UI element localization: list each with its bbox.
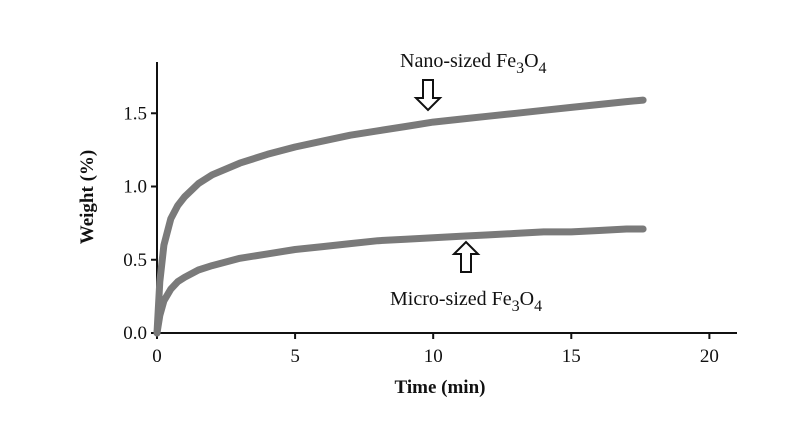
y-tick-label: 0.0 bbox=[123, 323, 147, 344]
arrow-up-icon bbox=[451, 240, 481, 273]
annotation-nano-main: Nano-sized Fe bbox=[400, 50, 516, 72]
arrow-down-icon bbox=[413, 79, 443, 112]
x-tick-label: 20 bbox=[700, 346, 719, 367]
annotation-micro-sub2: 4 bbox=[534, 298, 542, 315]
series-line-nano bbox=[153, 96, 647, 337]
annotation-nano: Nano-sized Fe3O4 bbox=[400, 50, 547, 77]
x-tick-label: 0 bbox=[152, 346, 162, 367]
y-axis-title: Weight (%) bbox=[77, 150, 98, 244]
y-tick-label: 0.5 bbox=[123, 250, 147, 271]
annotation-micro-main: Micro-sized Fe bbox=[390, 288, 512, 310]
ticks: 0 5 10 15 20 0.0 0.5 1.0 1.5 bbox=[123, 103, 719, 367]
x-tick-label: 10 bbox=[424, 346, 443, 367]
annotation-nano-sub1: 3 bbox=[516, 60, 524, 77]
x-tick-label: 5 bbox=[290, 346, 300, 367]
series-line-micro bbox=[153, 225, 647, 337]
y-tick-label: 1.5 bbox=[123, 103, 147, 124]
annotation-micro-mid: O bbox=[520, 288, 534, 310]
annotation-nano-sub2: 4 bbox=[539, 60, 547, 77]
y-tick-label: 1.0 bbox=[123, 177, 147, 198]
x-tick-label: 15 bbox=[562, 346, 581, 367]
annotation-micro: Micro-sized Fe3O4 bbox=[390, 288, 542, 315]
x-axis-title: Time (min) bbox=[395, 377, 486, 398]
annotation-nano-mid: O bbox=[524, 50, 538, 72]
annotation-micro-sub1: 3 bbox=[512, 298, 520, 315]
series-layer bbox=[153, 96, 647, 337]
